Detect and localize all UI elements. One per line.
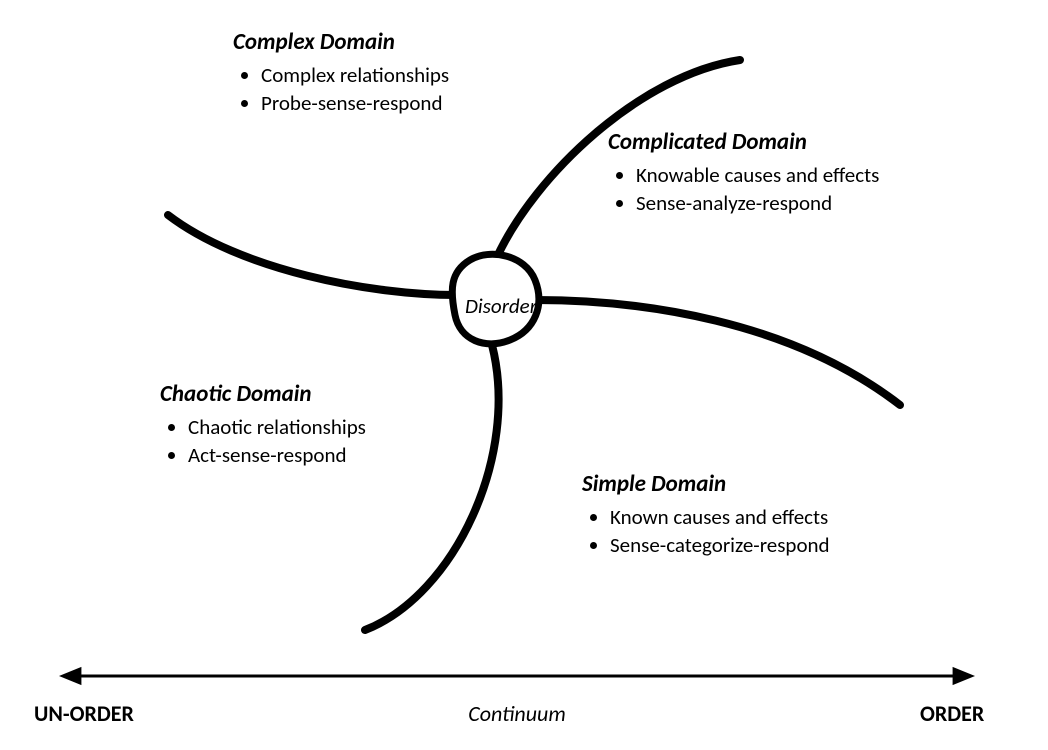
domain-chaotic: Chaotic Domain Chaotic relationships Act… [160,380,366,470]
list-item: Complex relationships [261,62,449,88]
domain-simple-title: Simple Domain [582,470,830,498]
list-item: Known causes and effects [610,504,830,530]
list-item: Probe-sense-respond [261,90,449,116]
diagram-svg [0,0,1048,750]
cynefin-diagram: Complex Domain Complex relationships Pro… [0,0,1048,750]
domain-complicated-list: Knowable causes and effects Sense-analyz… [608,162,879,216]
domain-simple: Simple Domain Known causes and effects S… [582,470,830,560]
list-item: Knowable causes and effects [636,162,879,188]
domain-complex-list: Complex relationships Probe-sense-respon… [233,62,449,116]
list-item: Sense-categorize-respond [610,532,830,558]
domain-chaotic-list: Chaotic relationships Act-sense-respond [160,414,366,468]
axis-left-label: UN-ORDER [34,700,134,727]
disorder-label: Disorder [465,293,537,319]
list-item: Chaotic relationships [188,414,366,440]
domain-complex-title: Complex Domain [233,28,449,56]
arm-left [168,215,457,295]
domain-complex: Complex Domain Complex relationships Pro… [233,28,449,118]
domain-complicated-title: Complicated Domain [608,128,879,156]
list-item: Sense-analyze-respond [636,190,879,216]
continuum-arrow [59,667,975,685]
axis-right-label: ORDER [920,700,984,727]
domain-chaotic-title: Chaotic Domain [160,380,366,408]
arm-bottom [365,345,499,630]
domain-complicated: Complicated Domain Knowable causes and e… [608,128,879,218]
axis-center-label: Continuum [457,700,577,727]
list-item: Act-sense-respond [188,442,366,468]
arm-right [536,300,900,405]
domain-simple-list: Known causes and effects Sense-categoriz… [582,504,830,558]
